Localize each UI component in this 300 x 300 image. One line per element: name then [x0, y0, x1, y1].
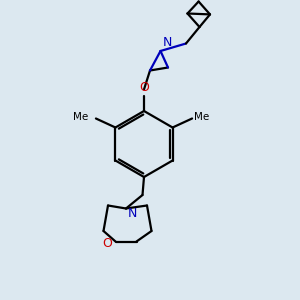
Text: Me: Me: [194, 112, 209, 122]
Text: O: O: [139, 82, 149, 94]
Text: O: O: [102, 237, 112, 250]
Text: N: N: [128, 207, 137, 220]
Text: N: N: [163, 37, 172, 50]
Text: Me: Me: [73, 112, 88, 122]
